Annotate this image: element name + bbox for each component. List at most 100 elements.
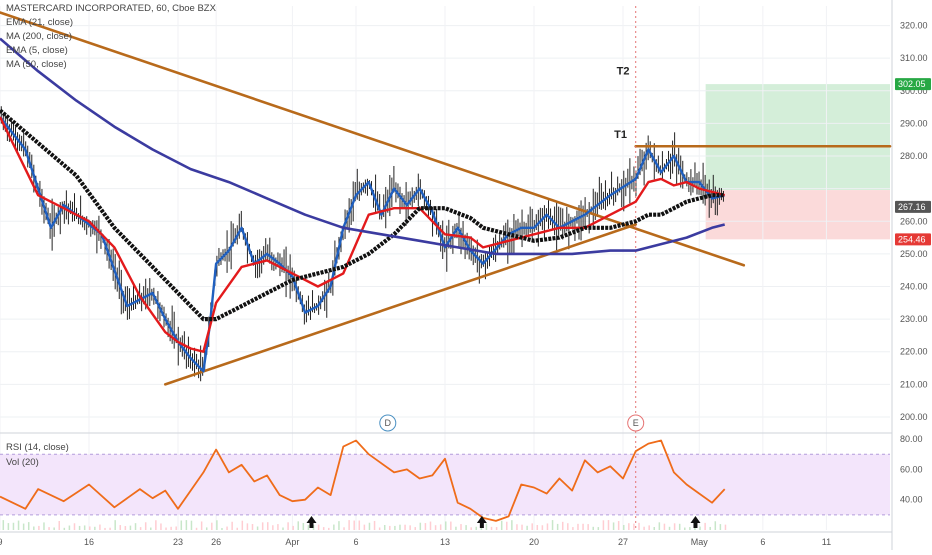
volume-bar [307, 525, 310, 530]
volume-bar [567, 523, 569, 530]
volume-bar [267, 522, 269, 530]
volume-bar [429, 521, 432, 530]
volume-bar [231, 521, 233, 530]
volume-bar [485, 523, 488, 530]
volume-bar [663, 523, 666, 530]
volume-bar [404, 524, 406, 530]
annotation-1: T1 [614, 129, 627, 141]
x-tick-5: 6 [353, 537, 358, 547]
volume-bar [53, 527, 55, 530]
y-tick-5: 250.00 [900, 249, 928, 259]
series-line-1 [0, 116, 726, 353]
volume-bar [322, 527, 325, 530]
volume-bar [165, 527, 167, 530]
marker-circle-2 [379, 414, 397, 432]
volume-bar [719, 524, 722, 530]
volume-bar [205, 527, 208, 530]
volume-bar [312, 525, 315, 530]
volume-bar [561, 521, 564, 530]
volume-bar [78, 525, 81, 530]
volume-bar [592, 526, 594, 530]
volume-bar [495, 527, 498, 530]
x-tick-10: 6 [760, 537, 765, 547]
legend-ema21[interactable]: EMA (21, close) [6, 17, 74, 28]
price-tag-0: 302.05 [898, 79, 926, 89]
marker-label-3: E [633, 418, 639, 428]
volume-bar [195, 527, 198, 530]
x-tick-9: May [691, 537, 709, 547]
volume-bar [261, 522, 264, 530]
volume-bar [414, 527, 416, 530]
x-tick-1: 16 [84, 537, 94, 547]
volume-bar [714, 521, 717, 530]
volume-bar [43, 522, 45, 530]
volume-bar [297, 521, 300, 530]
volume-bar [190, 520, 193, 530]
volume-bar [445, 521, 447, 530]
volume-bar [368, 522, 371, 530]
volume-bar [475, 526, 478, 530]
volume-bar [358, 520, 361, 530]
volume-bar [546, 523, 549, 530]
volume-bar [668, 526, 671, 530]
x-tick-6: 13 [440, 537, 450, 547]
volume-bar [373, 520, 376, 530]
legend-ma200[interactable]: MA (200, close) [6, 31, 72, 42]
volume-bar [272, 525, 274, 530]
volume-bar [500, 520, 503, 530]
price-tag-bg-3 [895, 200, 931, 213]
volume-bar [109, 527, 111, 530]
chart-title: MASTERCARD INCORPORATED, 60, Cboe BZX [6, 3, 216, 14]
volume-bar [155, 520, 157, 530]
legend-ema5[interactable]: EMA (5, close) [6, 45, 68, 56]
volume-bar [673, 523, 676, 530]
rsi-y-tick-0: 80.00 [900, 434, 923, 444]
rsi-y-tick-1: 60.00 [900, 464, 923, 474]
x-tick-8: 27 [618, 537, 628, 547]
volume-bar [511, 520, 513, 530]
volume-bar [48, 527, 50, 530]
series-line-0 [0, 116, 725, 373]
volume-bar [602, 520, 605, 530]
volume-bar [516, 524, 518, 530]
marker-circle-3 [627, 414, 645, 432]
volume-bar [643, 526, 645, 530]
volume-bar [531, 523, 533, 530]
volume-bar [200, 521, 203, 530]
volume-bar [353, 520, 355, 530]
legend-vol[interactable]: Vol (20) [6, 457, 39, 468]
volume-bar [704, 522, 706, 530]
chart-legend: MASTERCARD INCORPORATED, 60, Cboe BZX EM… [6, 2, 216, 72]
volume-bar [89, 526, 91, 530]
volume-bar [419, 522, 422, 530]
volume-bar [450, 521, 452, 530]
volume-bar [582, 523, 584, 530]
volume-bar [597, 527, 600, 530]
volume-bar [363, 524, 366, 530]
volume-bar [724, 524, 727, 530]
legend-rsi[interactable]: RSI (14, close) [6, 442, 69, 453]
rsi-band [0, 454, 890, 515]
rsi-arrow-1 [476, 516, 487, 528]
volume-bar [277, 524, 279, 530]
volume-bar [144, 522, 147, 530]
volume-bar [99, 524, 101, 530]
volume-bar [73, 523, 76, 530]
y-tick-1: 210.00 [900, 379, 928, 389]
volume-bar [124, 526, 127, 530]
volume-bar [394, 525, 396, 530]
volume-bar [287, 522, 289, 530]
volume-bar [526, 525, 528, 530]
rsi-arrow-0 [306, 516, 317, 528]
volume-bar [409, 525, 411, 530]
volume-bar [689, 527, 691, 530]
legend-ma50[interactable]: MA (50, close) [6, 59, 67, 70]
volume-bar [7, 523, 10, 530]
volume-bar [317, 524, 320, 530]
volume-bar [170, 526, 172, 530]
price-tag-bg-0 [895, 78, 931, 91]
volume-bar [378, 527, 381, 530]
series-line-2 [0, 108, 725, 322]
price-axis-bg [892, 0, 932, 550]
